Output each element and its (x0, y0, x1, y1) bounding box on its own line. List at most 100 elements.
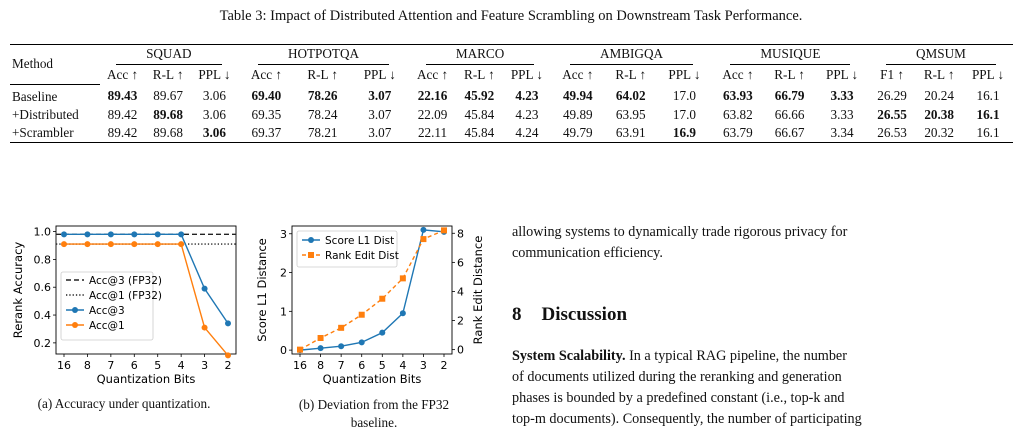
value-cell: 16.1 (963, 123, 1013, 143)
value-cell: 20.24 (924, 88, 954, 104)
section-heading: 8 Discussion (512, 304, 647, 326)
metric-header: R-L ↑ (923, 67, 955, 82)
value-cell: 63.93 (723, 88, 753, 104)
metric-header: R-L ↑ (307, 67, 338, 82)
data-point (131, 231, 138, 238)
value-cell: 16.9 (657, 123, 712, 143)
body-paragraph-1: allowing systems to dynamically trade ri… (512, 222, 1012, 264)
y-axis-label: Score L1 Distance (255, 238, 269, 342)
y-tick-label: 0 (280, 344, 287, 357)
metric-header: PPL ↓ (668, 67, 701, 82)
value-cell: 63.95 (615, 106, 646, 122)
x-tick-label: 8 (317, 359, 324, 372)
body-paragraph-2: System Scalability. In a typical RAG pip… (512, 346, 1012, 430)
value-cell: 3.06 (190, 123, 239, 143)
data-point (61, 231, 67, 238)
value-cell: 66.66 (774, 106, 805, 122)
body-line: System Scalability. In a typical RAG pip… (512, 346, 1012, 367)
y-right-tick-label: 0 (457, 344, 464, 357)
y-right-axis-label: Rank Edit Distance (471, 236, 485, 345)
value-cell: 78.21 (294, 123, 351, 143)
dataset-header: SQUAD (99, 44, 239, 66)
x-tick-label: 4 (399, 359, 406, 372)
y-tick-label: 0.4 (34, 309, 52, 322)
value-cell: 64.02 (615, 88, 646, 104)
y-tick-label: 0.8 (34, 253, 52, 266)
value-cell: 3.06 (202, 106, 226, 122)
metric-header: Acc ↑ (416, 67, 449, 82)
legend-marker (72, 322, 78, 328)
paragraph-heading: System Scalability. (512, 348, 626, 364)
series-line (299, 229, 445, 351)
data-point (154, 241, 161, 248)
dataset-header: QMSUM (868, 44, 1013, 66)
value-cell: 66.67 (763, 123, 816, 143)
figure-b-caption-line2: baseline. (350, 415, 398, 430)
data-point (61, 241, 67, 248)
body-line: allowing systems to dynamically trade ri… (512, 224, 848, 240)
x-tick-label: 2 (225, 359, 232, 372)
legend-label: Acc@1 (FP32) (89, 290, 162, 302)
metric-header: Acc ↑ (722, 67, 754, 82)
method-cell: Baseline (12, 88, 58, 104)
data-point (358, 311, 365, 318)
metric-header: PPL ↓ (363, 67, 396, 82)
data-point (420, 236, 427, 243)
data-point (420, 226, 427, 233)
dataset-name: MARCO (425, 46, 535, 65)
plot-frame (55, 225, 237, 355)
dataset-name: AMBIGQA (569, 46, 693, 65)
value-cell: 26.53 (868, 123, 916, 143)
value-cell: 22.09 (417, 106, 448, 122)
data-point (358, 339, 365, 346)
dataset-header: AMBIGQA (551, 44, 712, 66)
value-cell: 20.38 (924, 106, 954, 122)
value-cell: 78.24 (307, 106, 338, 122)
metric-header: PPL ↓ (825, 67, 859, 82)
value-cell: 69.35 (251, 106, 282, 122)
x-tick-label: 7 (338, 359, 345, 372)
legend-label: Acc@1 (89, 320, 125, 332)
data-point (107, 241, 114, 248)
value-cell: 89.43 (107, 88, 138, 104)
x-tick-label: 16 (293, 359, 307, 372)
data-point (154, 231, 161, 238)
x-tick-label: 16 (57, 359, 71, 372)
x-tick-label: 3 (420, 359, 427, 372)
y-axis-label: Rerank Accuracy (11, 242, 25, 339)
plot-frame (291, 225, 453, 355)
metric-header: R-L ↑ (464, 67, 495, 82)
body-line: communication efficiency. (512, 245, 663, 261)
dataset-header: MUSIQUE (711, 44, 869, 66)
value-cell: 45.84 (456, 123, 503, 143)
legend-label: Rank Edit Dist (325, 250, 399, 262)
method-header: Method (10, 44, 100, 85)
value-cell: 22.11 (408, 123, 457, 143)
dataset-name: MUSIQUE (730, 46, 851, 65)
figure-b-caption: (b) Deviation from the FP32 baseline. (256, 396, 492, 432)
y-right-tick-label: 4 (457, 285, 464, 298)
data-point (178, 241, 185, 248)
value-cell: 17.0 (672, 88, 696, 104)
value-cell: 3.07 (350, 123, 409, 143)
data-point (379, 329, 386, 336)
value-cell: 89.68 (145, 123, 191, 143)
method-cell: +Distributed (12, 106, 79, 122)
series-line (64, 243, 229, 356)
method-cell: +Scrambler (10, 123, 100, 143)
x-tick-label: 8 (84, 359, 91, 372)
dataset-name: HOTPOTQA (257, 46, 390, 65)
metric-header: Acc ↑ (562, 67, 594, 82)
body-text: In a typical RAG pipeline, the number (625, 348, 847, 364)
value-cell: 16.1 (976, 88, 1000, 104)
legend-marker (308, 252, 314, 258)
table-row: Baseline 89.43 89.67 3.06 69.40 78.26 3.07 22.1… (10, 84, 1013, 106)
data-point (399, 275, 406, 282)
body-line: phases is bounded by a predefined consta… (512, 390, 845, 406)
value-cell: 45.92 (464, 88, 495, 104)
legend-marker (308, 237, 314, 243)
value-cell: 63.79 (711, 123, 764, 143)
data-point (225, 352, 231, 359)
data-point (84, 241, 91, 248)
accuracy-quantization-chart: 0.2 0.4 0.6 0.8 1.0 16 8 7 6 5 4 3 2 Quantization Bit… (11, 225, 237, 386)
